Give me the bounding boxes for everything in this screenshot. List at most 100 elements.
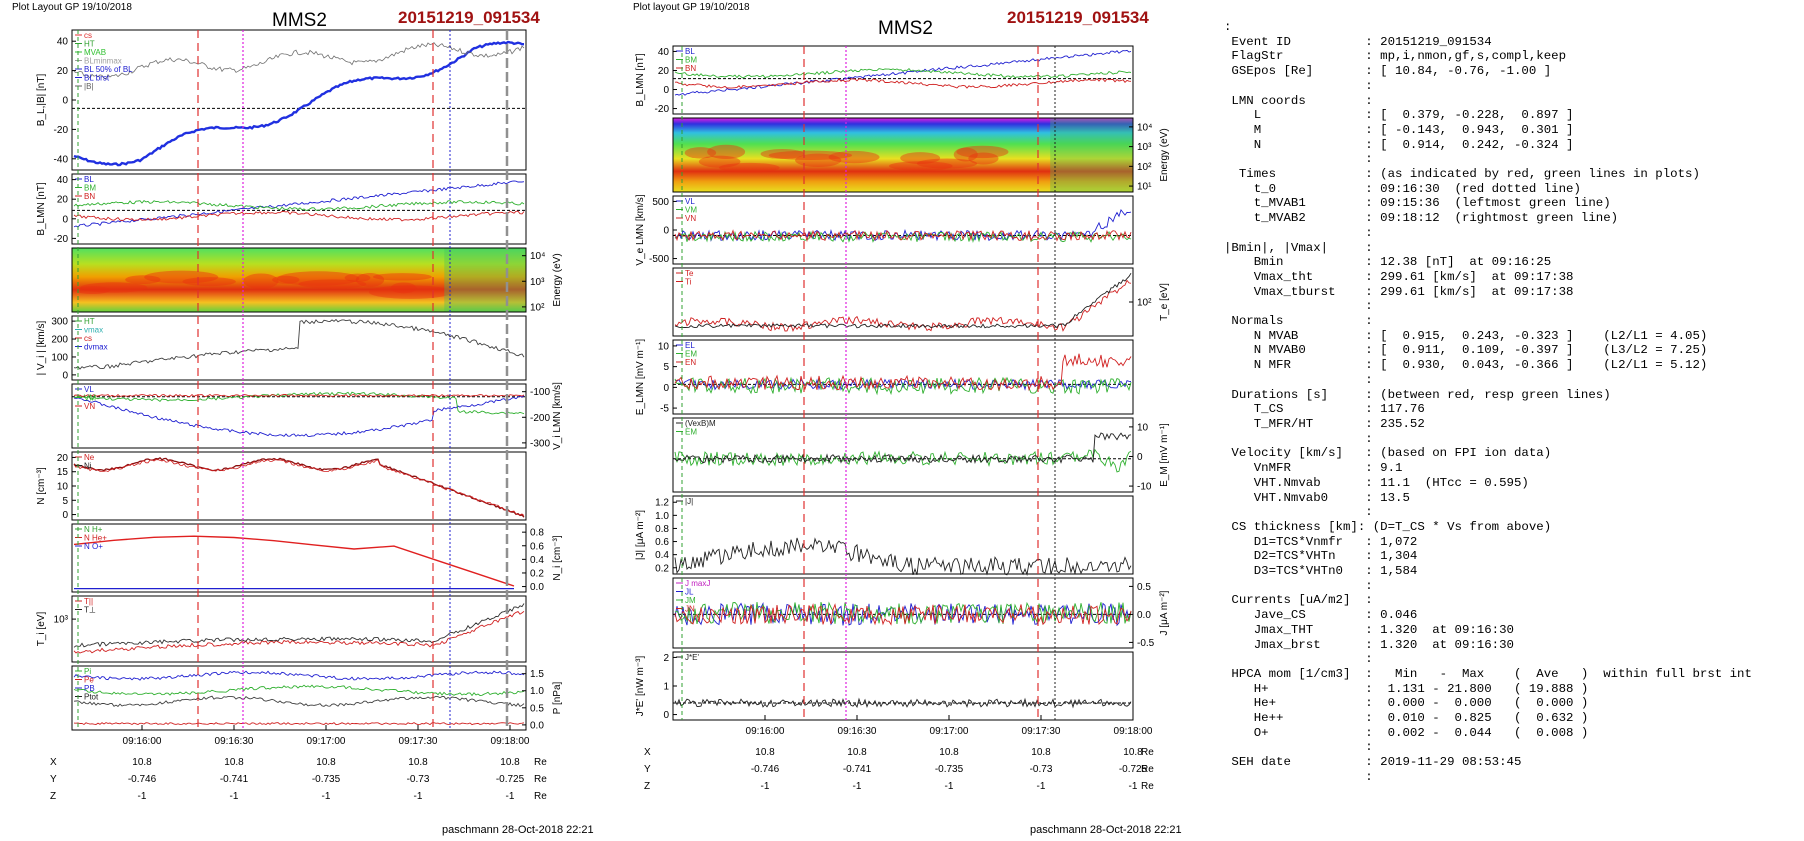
right-legend-label: BM <box>685 56 697 65</box>
left-legend-label: PB <box>84 684 95 693</box>
left-ylabel: B_LMN [nT] <box>36 182 47 236</box>
left-pos-value: -1 <box>138 791 147 802</box>
left-spec-blob <box>182 277 236 287</box>
right-series-5-0 <box>674 448 1132 473</box>
left-pos-value: -0.746 <box>128 774 157 785</box>
left-spec-blob <box>390 282 417 294</box>
left-spec-blob <box>144 270 219 284</box>
left-ytick-right-label: 0.0 <box>530 720 544 731</box>
left-legend-label: VL <box>84 385 94 394</box>
right-pos-label: Z <box>644 781 650 792</box>
left-legend-label: VN <box>84 402 95 411</box>
left-ytick-label: 10 <box>57 482 69 493</box>
right-series-6-0 <box>674 537 1132 577</box>
right-spec-blob <box>698 155 741 168</box>
right-pos-value: 10.8 <box>1123 747 1143 758</box>
right-pos-value: -1 <box>761 781 770 792</box>
right-spec-blob <box>760 149 805 159</box>
left-panel-frame-8 <box>71 665 527 731</box>
left-series-0-0 <box>73 40 524 167</box>
right-ytick-label: 1.0 <box>655 511 669 522</box>
right-legend-label: EL <box>685 341 695 350</box>
right-ytick-label: 0.6 <box>655 537 669 548</box>
left-legend-label: N O+ <box>84 542 103 551</box>
left-pos-value: -0.741 <box>220 774 249 785</box>
right-ytick-label: 1.2 <box>655 498 669 509</box>
right-pos-label: Y <box>644 764 651 775</box>
right-ytick-right-label: 10¹ <box>1137 182 1152 193</box>
left-ytick-label: 200 <box>51 335 68 346</box>
left-ylabel: | V_i | [km/s] <box>36 320 47 375</box>
right-ylabel: E_LMN [mV m⁻¹] <box>635 339 646 416</box>
left-ytick-right-label: -200 <box>530 413 550 424</box>
left-series-8-2 <box>73 695 525 707</box>
right-ytick-label: 1 <box>663 682 669 693</box>
left-xtick-label: 09:16:00 <box>123 736 162 747</box>
left-panel-frame-5 <box>71 451 527 521</box>
left-legend-label: N H+ <box>84 525 103 534</box>
right-ylabel-right: E_M [mV m⁻¹] <box>1159 423 1170 487</box>
right-pos-value: 10.8 <box>939 747 959 758</box>
right-ytick-right-label: 10² <box>1137 298 1152 309</box>
left-panel-frame-7 <box>71 595 527 663</box>
left-spec-blob <box>272 275 300 284</box>
left-spec-blob <box>277 271 360 286</box>
right-ytick-label: 0.4 <box>655 550 669 561</box>
left-ytick-right-label: 10³ <box>530 277 545 288</box>
right-legend-label: EM <box>685 350 697 359</box>
left-pos-label: X <box>50 757 57 768</box>
right-legend-label: |J| <box>685 497 693 506</box>
left-legend-label: |B| <box>84 82 94 91</box>
right-panel-frame-7 <box>672 577 1134 649</box>
left-pos-label: Z <box>50 791 56 802</box>
right-ytick-right-label: 10⁴ <box>1137 122 1152 133</box>
right-legend-label: JL <box>685 588 694 597</box>
left-pos-value: 10.8 <box>500 757 520 768</box>
left-spacecraft-title: MMS2 <box>272 10 327 31</box>
left-ytick-label: 10³ <box>54 615 69 626</box>
left-pos-value: 10.8 <box>316 757 336 768</box>
left-series-6-0 <box>73 535 515 587</box>
right-spec-blob <box>888 161 953 171</box>
left-pos-value: 10.8 <box>408 757 428 768</box>
left-series-1-1 <box>73 200 525 211</box>
left-legend-label: BN <box>84 192 95 201</box>
left-ylabel: N [cm⁻³] <box>36 467 47 505</box>
left-legend-label: BLminmax <box>84 57 122 66</box>
right-panel-frame-4 <box>672 339 1134 415</box>
left-series-3-0 <box>73 318 525 370</box>
left-xtick-label: 09:18:00 <box>491 736 530 747</box>
left-ytick-right-label: 0.5 <box>530 703 544 714</box>
right-legend-label: JN <box>685 605 695 614</box>
left-ylabel-right: N_i [cm⁻³] <box>552 535 563 581</box>
left-spec-blob <box>298 279 367 289</box>
right-series-5-1 <box>674 432 1132 465</box>
right-ylabel-right: T_e [eV] <box>1159 283 1170 321</box>
right-ytick-label: 0 <box>663 226 669 237</box>
right-footer: paschmann 28-Oct-2018 22:21 <box>1030 824 1182 836</box>
left-legend-label: MVAB <box>84 48 106 57</box>
left-legend-label: BL <box>84 175 94 184</box>
right-ytick-right-label: -10 <box>1137 482 1152 493</box>
left-spec-blob <box>75 286 111 294</box>
right-pos-value: -0.725 <box>1119 764 1148 775</box>
right-ytick-label: 0 <box>663 383 669 394</box>
left-legend-label: T⊥ <box>84 606 96 615</box>
left-series-8-1 <box>73 684 525 697</box>
left-panel-frame-6 <box>71 523 527 593</box>
right-legend-label: Te <box>685 269 694 278</box>
right-spec-blob <box>956 145 1009 159</box>
left-header: Plot Layout GP 19/10/2018 <box>12 2 132 13</box>
right-spec-blob <box>795 153 842 168</box>
right-series-0-1 <box>674 67 1132 79</box>
right-xtick-label: 09:16:00 <box>746 726 785 737</box>
left-ytick-label: 0 <box>62 510 68 521</box>
left-ylabel-right: P [nPa] <box>552 681 563 714</box>
right-ytick-label: 2 <box>663 653 669 664</box>
right-legend-label: Ti <box>685 278 692 287</box>
right-spec-blob <box>953 147 978 162</box>
right-ytick-right-label: 10² <box>1137 162 1152 173</box>
right-pos-unit: Re <box>1141 747 1154 758</box>
left-ytick-right-label: 10² <box>530 302 545 313</box>
left-legend-label: Ni <box>84 462 92 471</box>
